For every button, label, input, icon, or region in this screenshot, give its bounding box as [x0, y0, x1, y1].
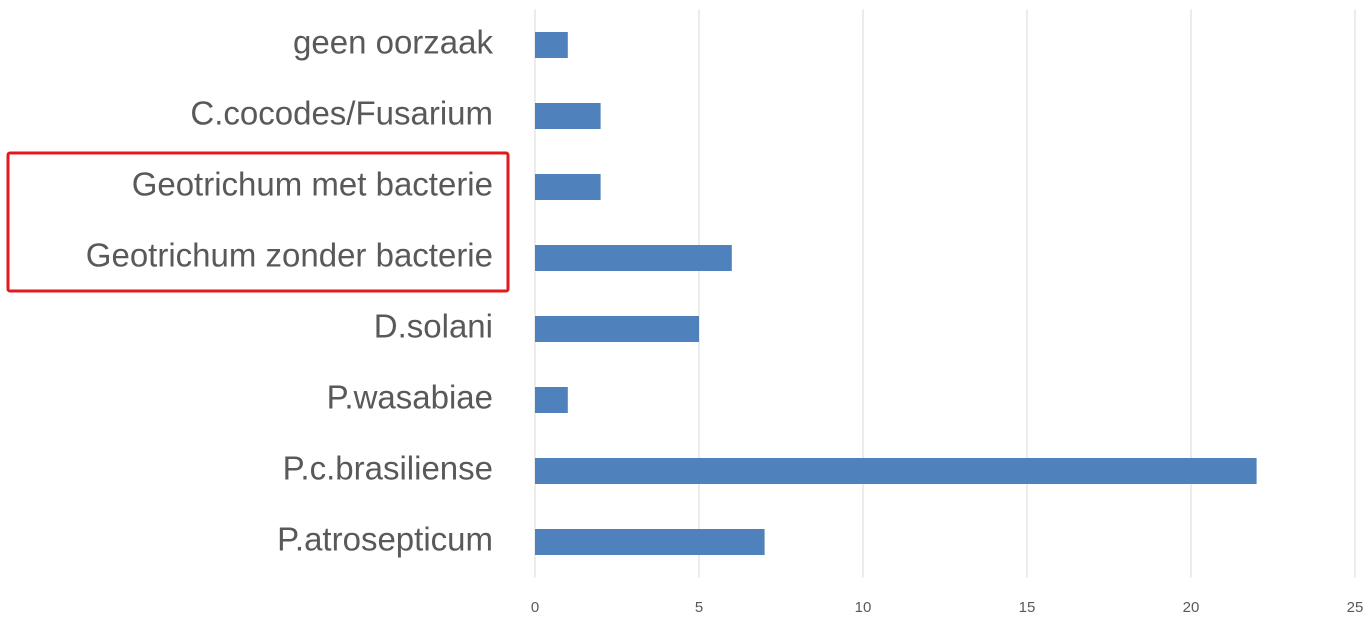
y-tick-label: Geotrichum zonder bacterie — [86, 237, 493, 274]
y-tick-label: P.wasabiae — [327, 379, 493, 416]
x-tick-label: 25 — [1347, 599, 1364, 616]
bar — [535, 103, 601, 129]
y-tick-label: Geotrichum met bacterie — [132, 166, 493, 203]
bar — [535, 387, 568, 413]
x-tick-label: 20 — [1183, 599, 1200, 616]
bar — [535, 32, 568, 58]
x-tick-label: 0 — [531, 599, 539, 616]
bar — [535, 458, 1257, 484]
bar — [535, 316, 699, 342]
y-tick-label: geen oorzaak — [293, 24, 493, 61]
y-tick-label: C.cocodes/Fusarium — [190, 95, 493, 132]
y-tick-label: P.atrosepticum — [277, 521, 493, 558]
x-tick-label: 5 — [695, 599, 703, 616]
x-tick-label: 10 — [855, 599, 872, 616]
y-tick-label: D.solani — [374, 308, 493, 345]
x-tick-label: 15 — [1019, 599, 1036, 616]
bar — [535, 245, 732, 271]
y-tick-label: P.c.brasiliense — [283, 450, 493, 487]
bar — [535, 529, 765, 555]
highlight-box — [6, 151, 510, 293]
bar — [535, 174, 601, 200]
